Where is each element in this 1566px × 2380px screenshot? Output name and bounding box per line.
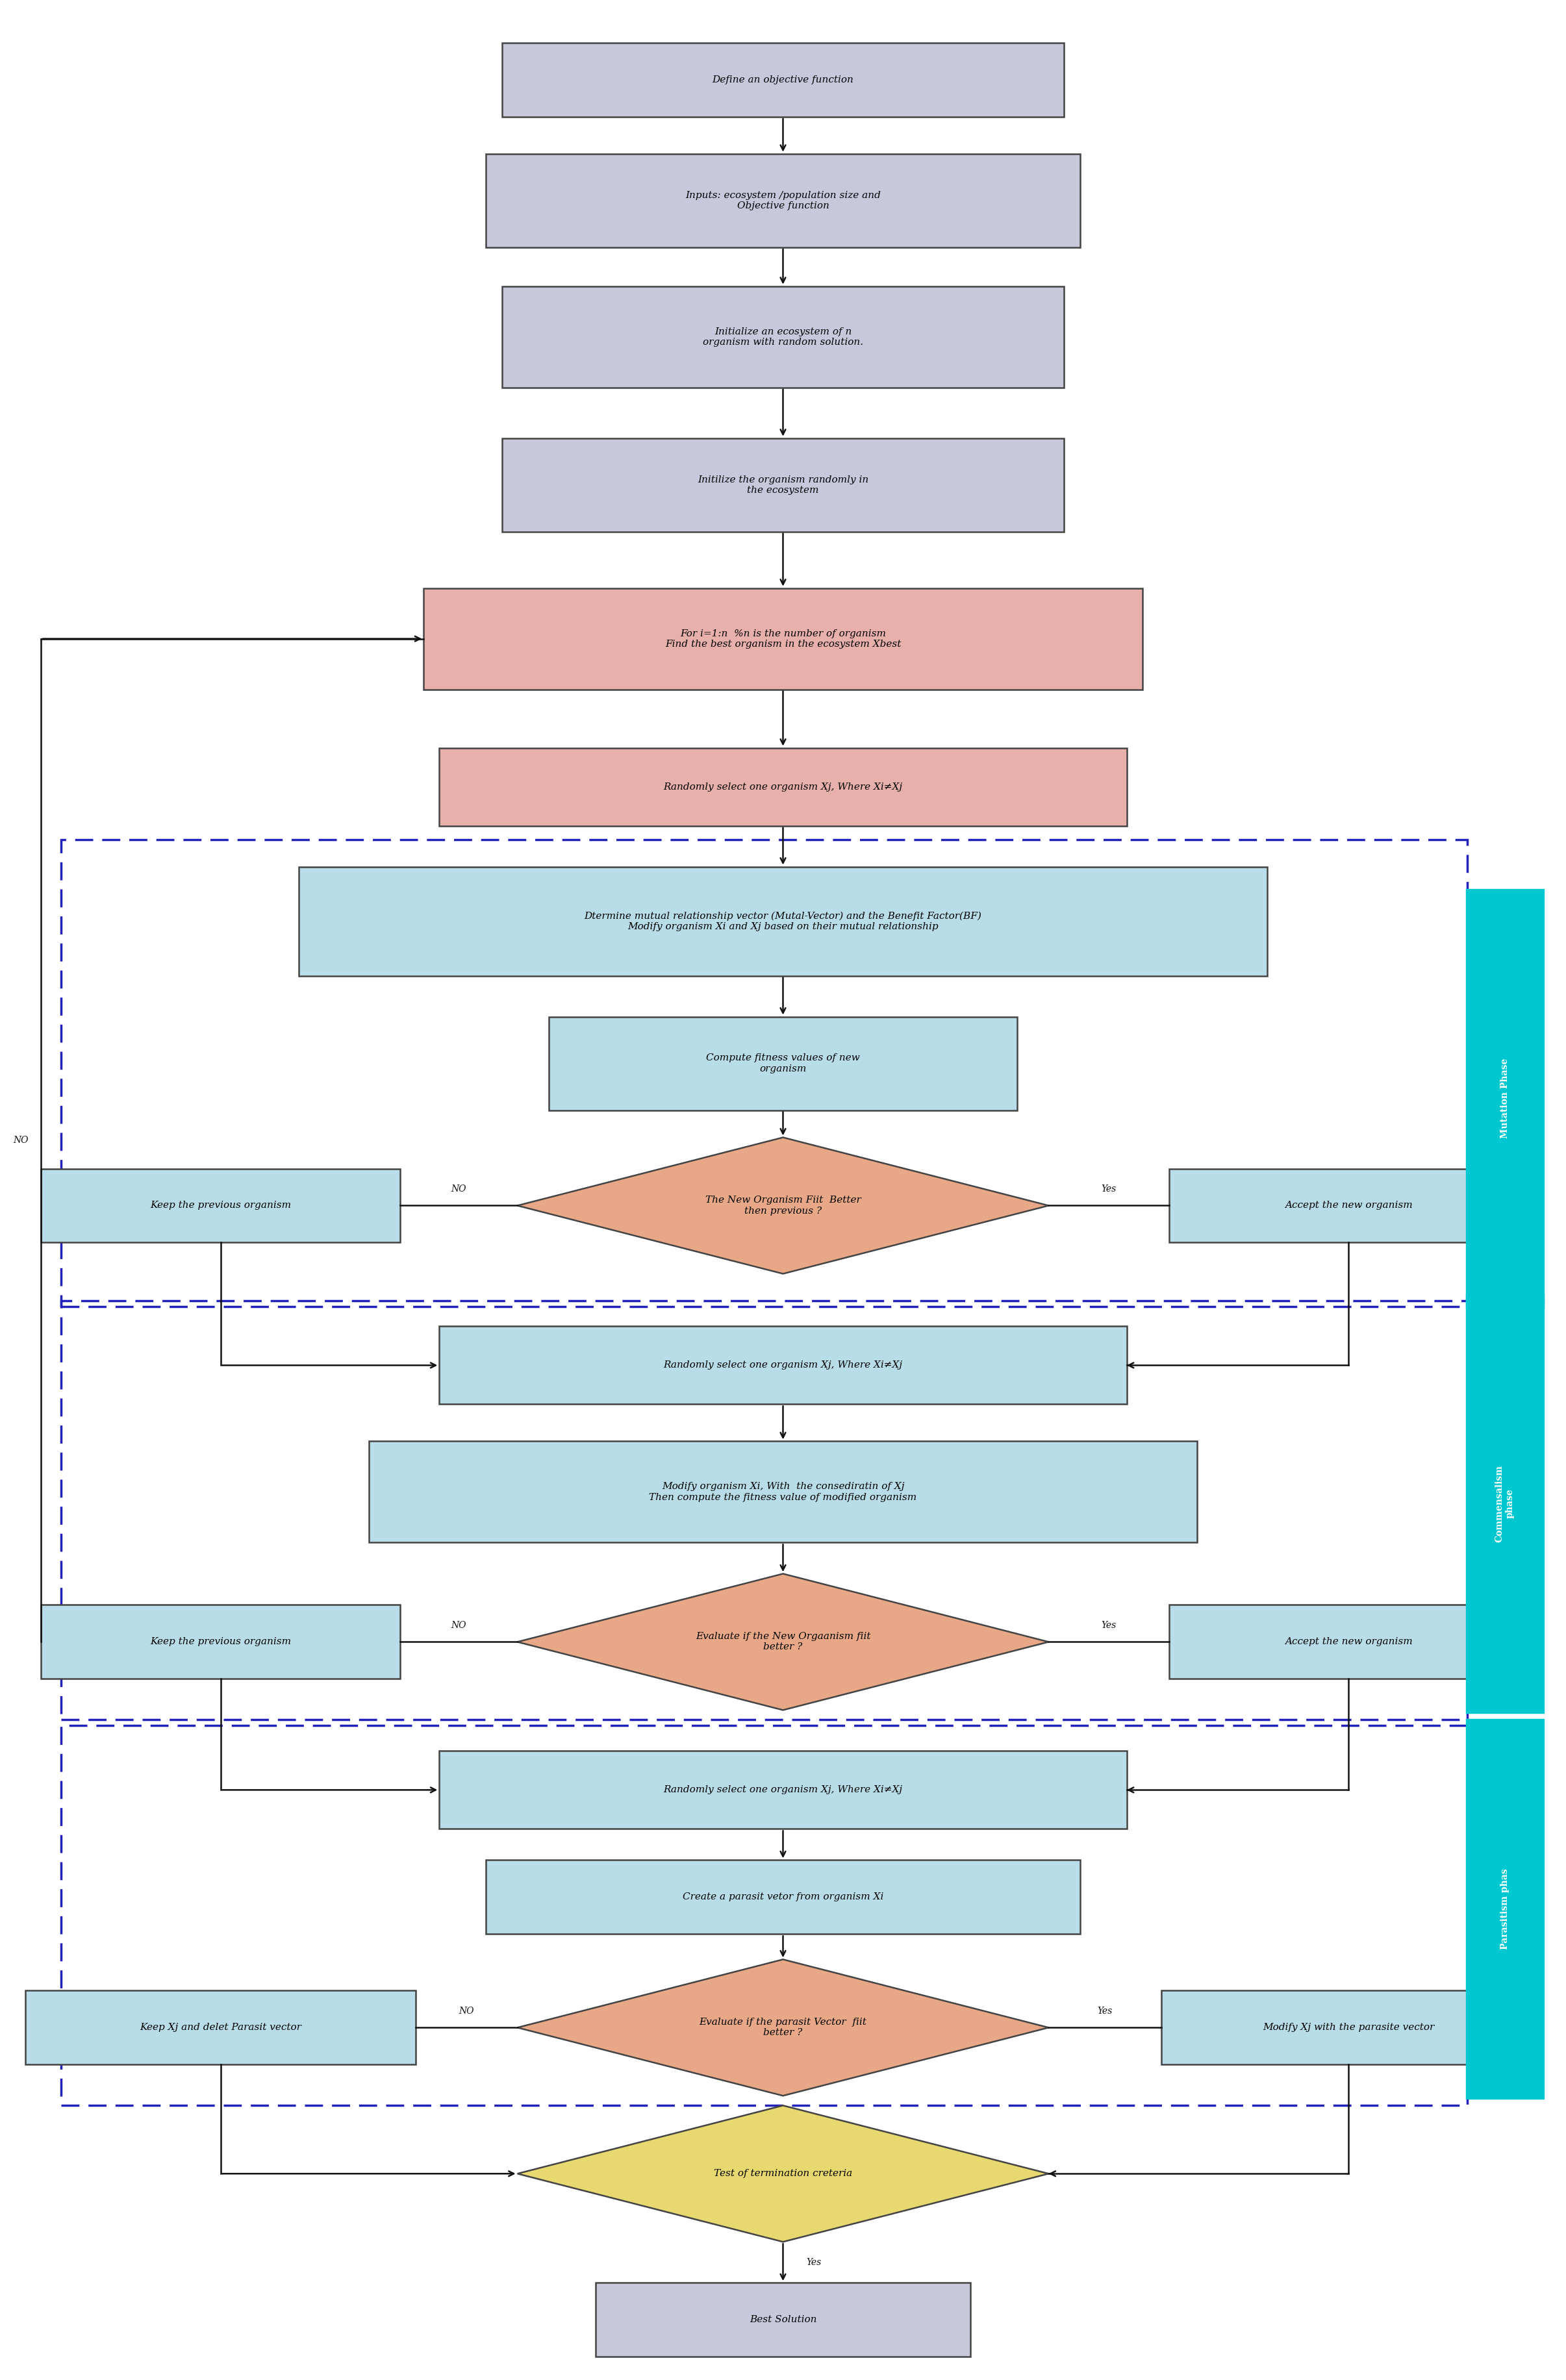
Text: Yes: Yes bbox=[806, 2259, 822, 2266]
Text: Evaluate if the New Orgaanism fiit
better ?: Evaluate if the New Orgaanism fiit bette… bbox=[695, 1633, 871, 1652]
FancyBboxPatch shape bbox=[440, 1326, 1126, 1404]
Text: Define an objective function: Define an objective function bbox=[713, 76, 853, 83]
Text: Best Solution: Best Solution bbox=[750, 2316, 816, 2325]
Text: NO: NO bbox=[451, 1621, 467, 1630]
FancyBboxPatch shape bbox=[485, 1861, 1081, 1935]
FancyBboxPatch shape bbox=[299, 866, 1267, 976]
FancyBboxPatch shape bbox=[424, 588, 1142, 690]
Polygon shape bbox=[517, 1959, 1049, 2097]
FancyBboxPatch shape bbox=[1466, 890, 1544, 1309]
Text: Dtermine mutual relationship vector (Mutal-Vector) and the Benefit Factor(BF)
Mo: Dtermine mutual relationship vector (Mut… bbox=[584, 912, 982, 931]
FancyBboxPatch shape bbox=[440, 1752, 1126, 1828]
Text: Create a parasit vetor from organism Xi: Create a parasit vetor from organism Xi bbox=[683, 1892, 883, 1902]
Text: Yes: Yes bbox=[1101, 1185, 1117, 1195]
FancyBboxPatch shape bbox=[501, 438, 1065, 531]
Text: Mutation Phase: Mutation Phase bbox=[1500, 1059, 1510, 1138]
Text: Modify organism Xi, With  the consediratin of Xj
Then compute the fitness value : Modify organism Xi, With the consedirati… bbox=[650, 1483, 916, 1502]
Text: Compute fitness values of new
organism: Compute fitness values of new organism bbox=[706, 1054, 860, 1073]
Text: For i=1:n  %n is the number of organism
Find the best organism in the ecosystem : For i=1:n %n is the number of organism F… bbox=[666, 628, 900, 650]
Text: Randomly select one organism Xj, Where Xi≠Xj: Randomly select one organism Xj, Where X… bbox=[664, 1361, 902, 1371]
Polygon shape bbox=[517, 1138, 1049, 1273]
Text: Inputs: ecosystem /population size and
Objective function: Inputs: ecosystem /population size and O… bbox=[686, 190, 880, 209]
Text: Yes: Yes bbox=[1098, 2006, 1112, 2016]
Text: NO: NO bbox=[451, 1185, 467, 1195]
FancyBboxPatch shape bbox=[595, 2282, 971, 2356]
Text: Initilize the organism randomly in
the ecosystem: Initilize the organism randomly in the e… bbox=[697, 476, 869, 495]
Text: Randomly select one organism Xj, Where Xi≠Xj: Randomly select one organism Xj, Where X… bbox=[664, 1785, 902, 1795]
Text: Evaluate if the parasit Vector  fiit
better ?: Evaluate if the parasit Vector fiit bett… bbox=[700, 2018, 866, 2037]
FancyBboxPatch shape bbox=[25, 1990, 417, 2063]
Text: Accept the new organism: Accept the new organism bbox=[1284, 1637, 1413, 1647]
Polygon shape bbox=[517, 1573, 1049, 1711]
Text: Keep the previous organism: Keep the previous organism bbox=[150, 1637, 291, 1647]
Text: NO: NO bbox=[459, 2006, 474, 2016]
FancyBboxPatch shape bbox=[1160, 1990, 1536, 2063]
FancyBboxPatch shape bbox=[41, 1604, 401, 1678]
FancyBboxPatch shape bbox=[501, 286, 1065, 388]
Text: Test of termination creteria: Test of termination creteria bbox=[714, 2168, 852, 2178]
FancyBboxPatch shape bbox=[370, 1442, 1196, 1542]
Polygon shape bbox=[517, 2106, 1049, 2242]
Text: Keep the previous organism: Keep the previous organism bbox=[150, 1202, 291, 1209]
FancyBboxPatch shape bbox=[548, 1016, 1018, 1109]
Text: The New Organism Fiit  Better
then previous ?: The New Organism Fiit Better then previo… bbox=[705, 1195, 861, 1216]
FancyBboxPatch shape bbox=[485, 155, 1081, 248]
FancyBboxPatch shape bbox=[41, 1169, 401, 1242]
Text: Yes: Yes bbox=[1101, 1621, 1117, 1630]
Text: Commensalism
phase: Commensalism phase bbox=[1496, 1466, 1514, 1542]
FancyBboxPatch shape bbox=[1168, 1169, 1528, 1242]
FancyBboxPatch shape bbox=[1466, 1295, 1544, 1714]
FancyBboxPatch shape bbox=[1466, 1718, 1544, 2099]
FancyBboxPatch shape bbox=[1168, 1604, 1528, 1678]
Text: Modify Xj with the parasite vector: Modify Xj with the parasite vector bbox=[1262, 2023, 1434, 2033]
Text: Initialize an ecosystem of n
organism with random solution.: Initialize an ecosystem of n organism wi… bbox=[703, 326, 863, 347]
Text: Keep Xj and delet Parasit vector: Keep Xj and delet Parasit vector bbox=[139, 2023, 301, 2033]
Text: Accept the new organism: Accept the new organism bbox=[1284, 1202, 1413, 1209]
Text: Parasitism phas: Parasitism phas bbox=[1500, 1868, 1510, 1949]
FancyBboxPatch shape bbox=[440, 747, 1126, 826]
Text: Randomly select one organism Xj, Where Xi≠Xj: Randomly select one organism Xj, Where X… bbox=[664, 783, 902, 790]
FancyBboxPatch shape bbox=[501, 43, 1065, 117]
Text: NO: NO bbox=[13, 1135, 28, 1145]
